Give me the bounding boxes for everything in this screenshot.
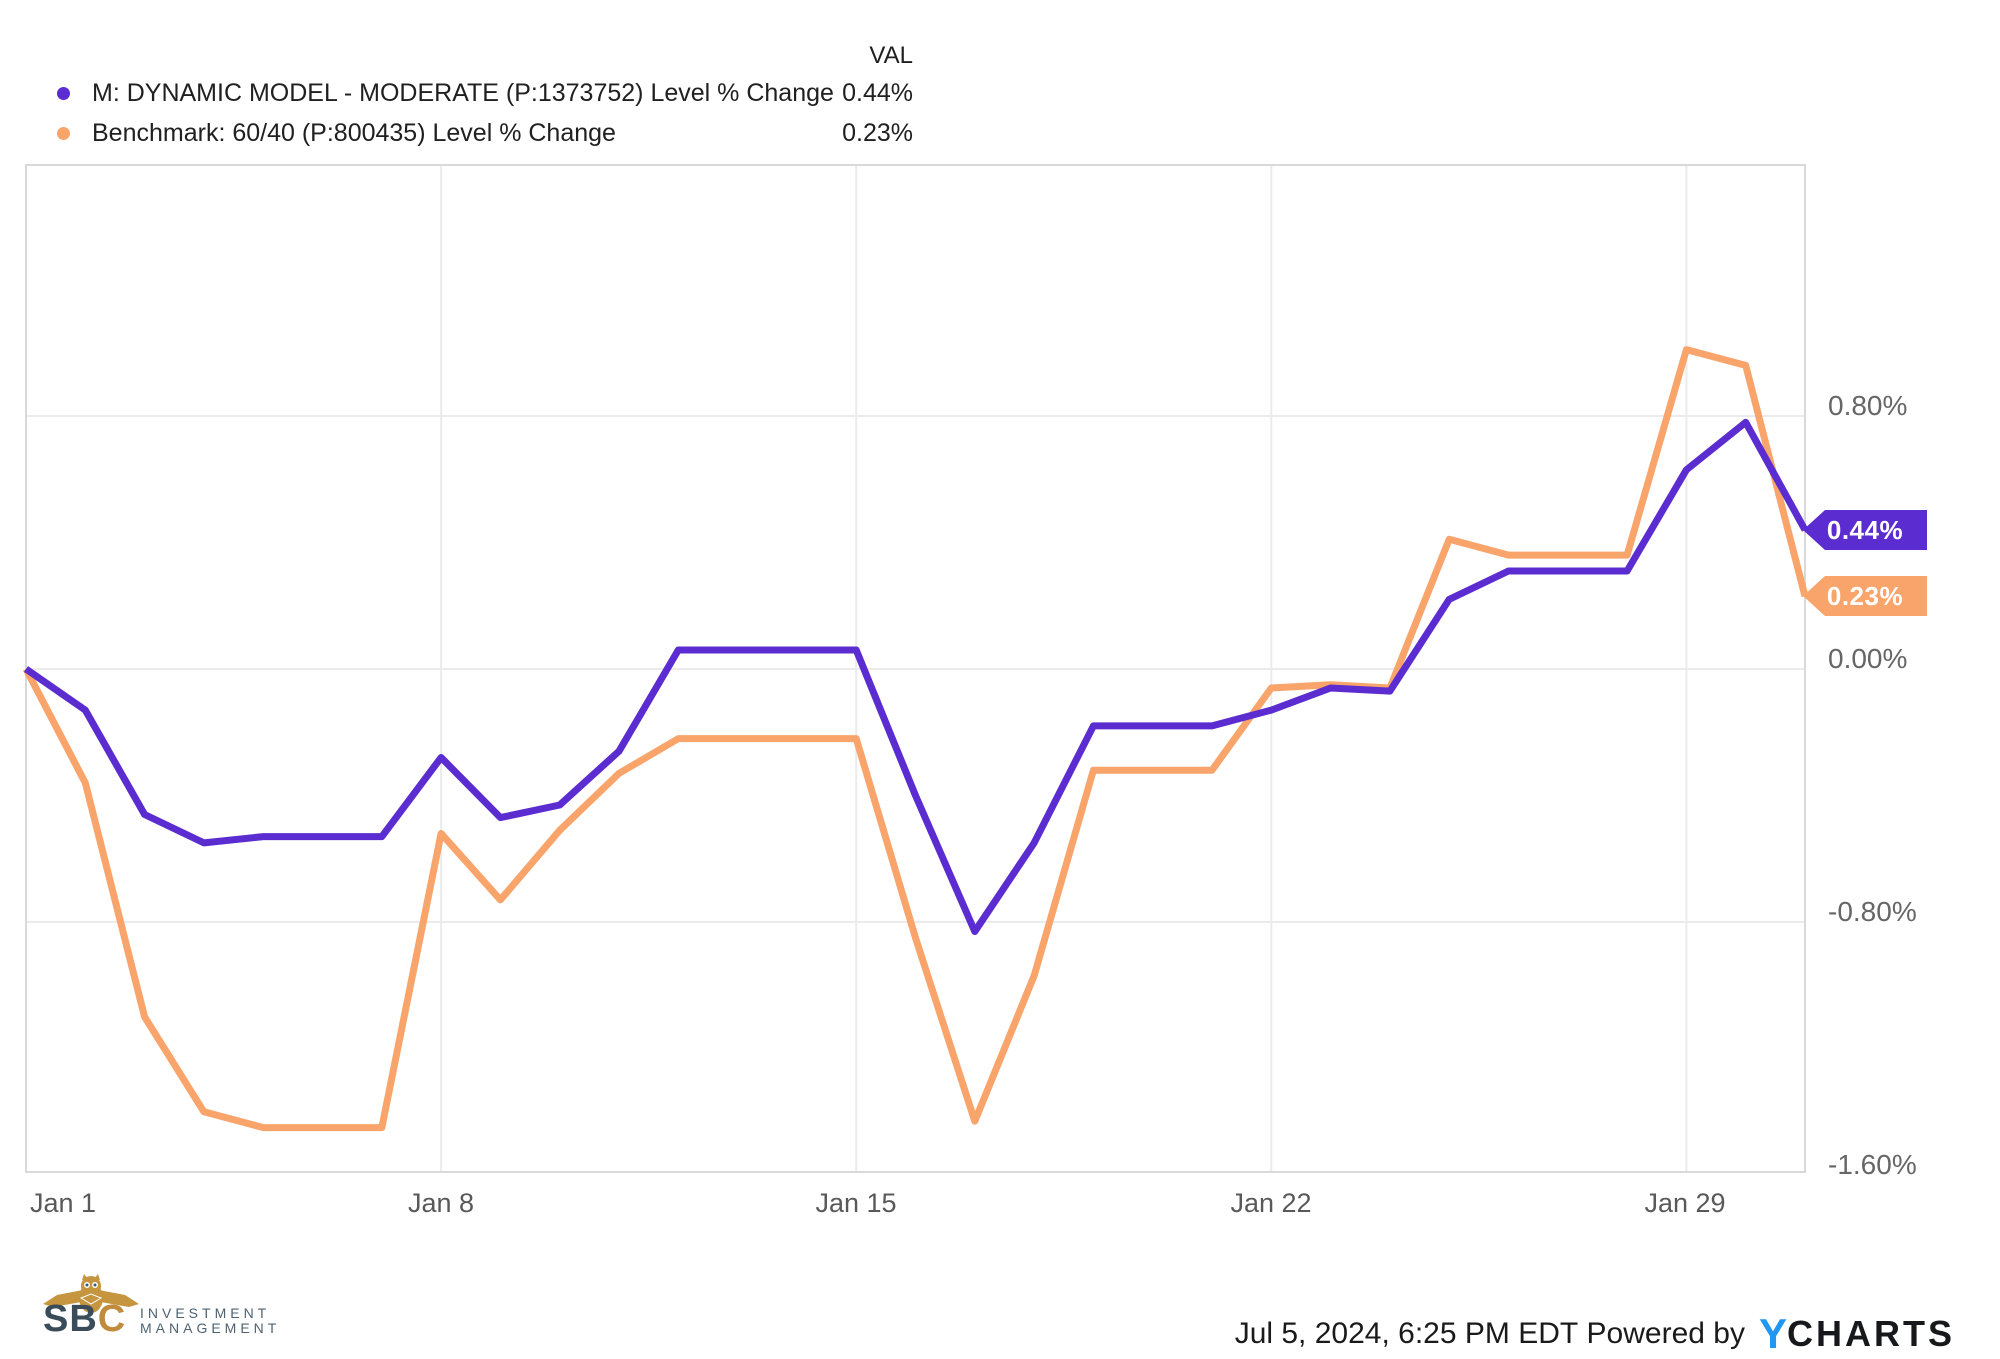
series-dot-benchmark (57, 127, 70, 140)
legend-label-moderate: M: DYNAMIC MODEL - MODERATE (P:1373752) … (92, 79, 834, 107)
ycharts-logo-y: Y (1758, 1310, 1787, 1357)
y-tick-0-80: 0.80% (1828, 390, 1908, 421)
y-tick-0-00: 0.00% (1828, 643, 1908, 674)
footer: Jul 5, 2024, 6:25 PM EDT Powered by Y CHA… (1234, 1310, 1955, 1357)
sbc-logo: SBC INVESTMENT MANAGEMENT (43, 1274, 343, 1349)
x-tick-jan29: Jan 29 (1644, 1188, 1726, 1218)
timestamp: Jul 5, 2024, 6:25 PM EDT Powered by (1234, 1317, 1745, 1350)
x-tick-jan8: Jan 8 (407, 1188, 475, 1218)
legend-label-benchmark: Benchmark: 60/40 (P:800435) Level % Chan… (92, 119, 616, 147)
x-tick-jan1: Jan 1 (30, 1188, 97, 1218)
legend-value-benchmark: 0.23% (842, 119, 913, 147)
series-line-benchmark (22, 346, 1809, 1132)
x-tick-jan15: Jan 15 (815, 1188, 897, 1218)
ycharts-logo-text: CHARTS (1787, 1313, 1955, 1354)
legend-val-header: VAL (869, 42, 913, 69)
sbc-subtitle-line2: MANAGEMENT (140, 1320, 281, 1336)
sbc-wordmark: SBC (43, 1298, 127, 1340)
plot-border (25, 164, 1806, 1173)
sbc-subtitle: INVESTMENT MANAGEMENT (140, 1306, 280, 1336)
sbc-subtitle-line1: INVESTMENT (140, 1305, 271, 1321)
value-tag-moderate: 0.44% (1803, 510, 1927, 550)
series-line-moderate (24, 418, 1809, 935)
value-tag-benchmark: 0.23% (1803, 576, 1927, 616)
x-tick-jan22: Jan 22 (1230, 1188, 1312, 1218)
owl-icon (43, 1274, 139, 1313)
series-dot-moderate (57, 87, 70, 100)
y-tick-neg-1-60: -1.60% (1828, 1149, 1917, 1180)
y-tick-neg-0-80: -0.80% (1828, 896, 1917, 927)
legend-value-moderate: 0.44% (842, 79, 913, 107)
